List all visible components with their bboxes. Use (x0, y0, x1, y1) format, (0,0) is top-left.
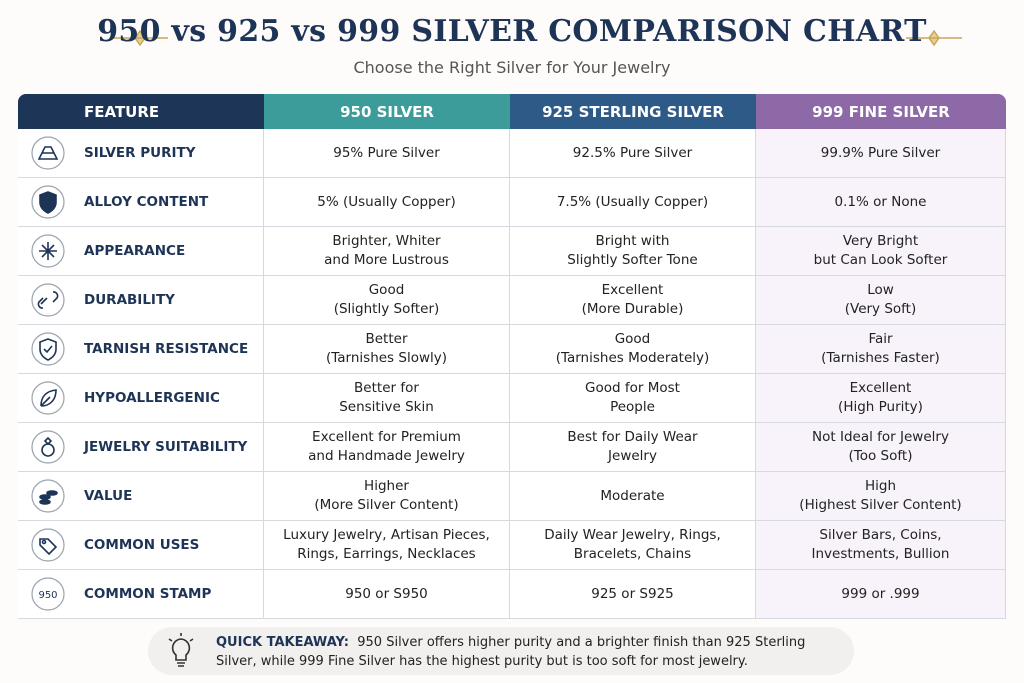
column-header: 925 STERLING SILVER (510, 94, 756, 129)
row-icon (31, 136, 65, 170)
cell: Excellent for Premium and Handmade Jewel… (264, 423, 510, 472)
stamp-icon-text: 950 (38, 590, 57, 601)
title: 950 vs 925 vs 999 SILVER COMPARISON CHAR… (97, 14, 927, 49)
row-icon (31, 283, 65, 317)
cell: Not Ideal for Jewelry (Too Soft) (756, 423, 1006, 472)
ornament (906, 29, 962, 47)
row-icon (31, 430, 65, 464)
cell: Low (Very Soft) (756, 276, 1006, 325)
cell: Luxury Jewelry, Artisan Pieces, Rings, E… (264, 521, 510, 570)
feature-label: COMMON USES (18, 521, 264, 570)
column-header: 950 SILVER (264, 94, 510, 129)
cell: Best for Daily Wear Jewelry (510, 423, 756, 472)
cell: Good for Most People (510, 374, 756, 423)
takeaway-text: 950 Silver offers higher purity and a br… (216, 635, 806, 669)
cell: 99.9% Pure Silver (756, 129, 1006, 178)
ornament (112, 29, 168, 47)
cell: 999 or .999 (756, 570, 1006, 619)
takeaway: QUICK TAKEAWAY: 950 Silver offers higher… (148, 627, 854, 675)
cell: Good (Tarnishes Moderately) (510, 325, 756, 374)
cell: 925 or S925 (510, 570, 756, 619)
row-icon (31, 381, 65, 415)
cell: 95% Pure Silver (264, 129, 510, 178)
cell: Better (Tarnishes Slowly) (264, 325, 510, 374)
cell: Brighter, Whiter and More Lustrous (264, 227, 510, 276)
subtitle: Choose the Right Silver for Your Jewelry (353, 58, 671, 77)
row-icon (31, 185, 65, 219)
cell: Excellent (High Purity) (756, 374, 1006, 423)
cell: Better for Sensitive Skin (264, 374, 510, 423)
cell: Excellent (More Durable) (510, 276, 756, 325)
cell: Daily Wear Jewelry, Rings, Bracelets, Ch… (510, 521, 756, 570)
cell: 92.5% Pure Silver (510, 129, 756, 178)
column-header: 999 FINE SILVER (756, 94, 1006, 129)
cell: Bright with Slightly Softer Tone (510, 227, 756, 276)
cell: 7.5% (Usually Copper) (510, 178, 756, 227)
row-icon (31, 332, 65, 366)
row-icon (31, 479, 65, 513)
cell: Silver Bars, Coins, Investments, Bullion (756, 521, 1006, 570)
cell: 0.1% or None (756, 178, 1006, 227)
cell: Good (Slightly Softer) (264, 276, 510, 325)
feature-label: APPEARANCE (18, 227, 264, 276)
cell: Very Bright but Can Look Softer (756, 227, 1006, 276)
cell: Higher (More Silver Content) (264, 472, 510, 521)
cell: 5% (Usually Copper) (264, 178, 510, 227)
takeaway-label: QUICK TAKEAWAY: (216, 635, 349, 650)
cell: Moderate (510, 472, 756, 521)
row-icon (31, 234, 65, 268)
cell: Fair (Tarnishes Faster) (756, 325, 1006, 374)
column-header: FEATURE (18, 94, 264, 129)
cell: 950 or S950 (264, 570, 510, 619)
bulb-icon (168, 633, 194, 667)
cell: High (Highest Silver Content) (756, 472, 1006, 521)
row-icon (31, 528, 65, 562)
row-icon: 950 (31, 577, 65, 611)
